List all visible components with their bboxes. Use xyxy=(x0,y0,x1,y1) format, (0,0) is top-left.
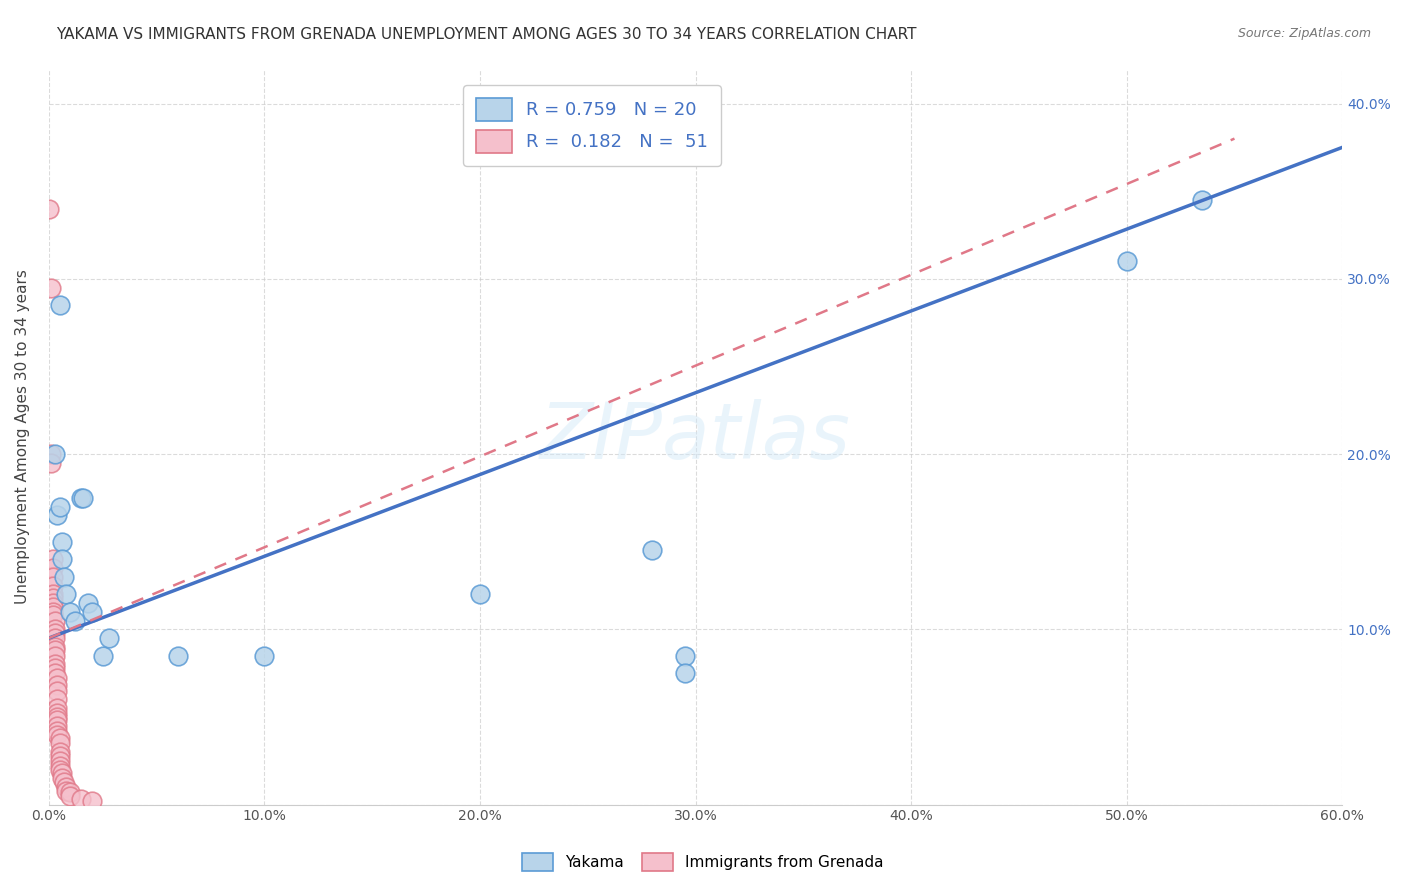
Point xyxy=(44,666,66,681)
Point xyxy=(1115,254,1137,268)
Point xyxy=(167,648,190,663)
Point xyxy=(46,727,69,741)
Point xyxy=(44,640,66,654)
Point xyxy=(48,748,70,763)
Point xyxy=(46,692,69,706)
Point xyxy=(51,552,73,566)
Point xyxy=(44,625,66,640)
Point xyxy=(39,456,62,470)
Point xyxy=(44,614,66,628)
Point xyxy=(39,280,62,294)
Point xyxy=(59,785,82,799)
Point xyxy=(44,661,66,675)
Point xyxy=(44,643,66,657)
Point xyxy=(52,570,75,584)
Text: ZIPatlas: ZIPatlas xyxy=(540,399,851,475)
Point xyxy=(673,666,696,681)
Point xyxy=(46,508,69,523)
Point xyxy=(42,561,65,575)
Point xyxy=(468,587,491,601)
Point xyxy=(48,736,70,750)
Point xyxy=(51,766,73,780)
Point xyxy=(80,605,103,619)
Point xyxy=(641,543,664,558)
Point xyxy=(76,596,98,610)
Point xyxy=(46,724,69,739)
Point xyxy=(48,500,70,514)
Point xyxy=(42,596,65,610)
Point xyxy=(72,491,94,505)
Legend: R = 0.759   N = 20, R =  0.182   N =  51: R = 0.759 N = 20, R = 0.182 N = 51 xyxy=(463,85,721,166)
Text: Source: ZipAtlas.com: Source: ZipAtlas.com xyxy=(1237,27,1371,40)
Point xyxy=(42,578,65,592)
Point xyxy=(51,534,73,549)
Point xyxy=(44,657,66,672)
Point xyxy=(42,608,65,623)
Text: YAKAMA VS IMMIGRANTS FROM GRENADA UNEMPLOYMENT AMONG AGES 30 TO 34 YEARS CORRELA: YAKAMA VS IMMIGRANTS FROM GRENADA UNEMPL… xyxy=(56,27,917,42)
Point xyxy=(55,780,77,794)
Point xyxy=(1191,193,1213,207)
Point xyxy=(70,491,93,505)
Point xyxy=(48,298,70,312)
Point xyxy=(44,447,66,461)
Point xyxy=(42,605,65,619)
Point xyxy=(48,763,70,777)
Point xyxy=(46,701,69,715)
Point xyxy=(42,599,65,614)
Point xyxy=(46,678,69,692)
Point xyxy=(46,710,69,724)
Point xyxy=(42,587,65,601)
Point xyxy=(52,774,75,789)
Point xyxy=(42,552,65,566)
Point xyxy=(39,447,62,461)
Point xyxy=(44,631,66,645)
Point xyxy=(70,792,93,806)
Point xyxy=(48,754,70,768)
Point xyxy=(55,783,77,797)
Point xyxy=(59,789,82,803)
Point xyxy=(98,631,121,645)
Point xyxy=(63,614,86,628)
Point xyxy=(44,623,66,637)
Point xyxy=(51,772,73,786)
Point xyxy=(59,605,82,619)
Point xyxy=(46,672,69,686)
Point xyxy=(46,683,69,698)
Legend: Yakama, Immigrants from Grenada: Yakama, Immigrants from Grenada xyxy=(516,847,890,877)
Point xyxy=(253,648,276,663)
Point xyxy=(46,719,69,733)
Point xyxy=(48,759,70,773)
Point xyxy=(42,591,65,605)
Point xyxy=(38,202,60,216)
Y-axis label: Unemployment Among Ages 30 to 34 years: Unemployment Among Ages 30 to 34 years xyxy=(15,269,30,604)
Point xyxy=(55,587,77,601)
Point xyxy=(46,714,69,728)
Point xyxy=(44,648,66,663)
Point xyxy=(48,745,70,759)
Point xyxy=(46,706,69,721)
Point xyxy=(673,648,696,663)
Point xyxy=(80,794,103,808)
Point xyxy=(42,570,65,584)
Point xyxy=(48,731,70,745)
Point xyxy=(91,648,114,663)
